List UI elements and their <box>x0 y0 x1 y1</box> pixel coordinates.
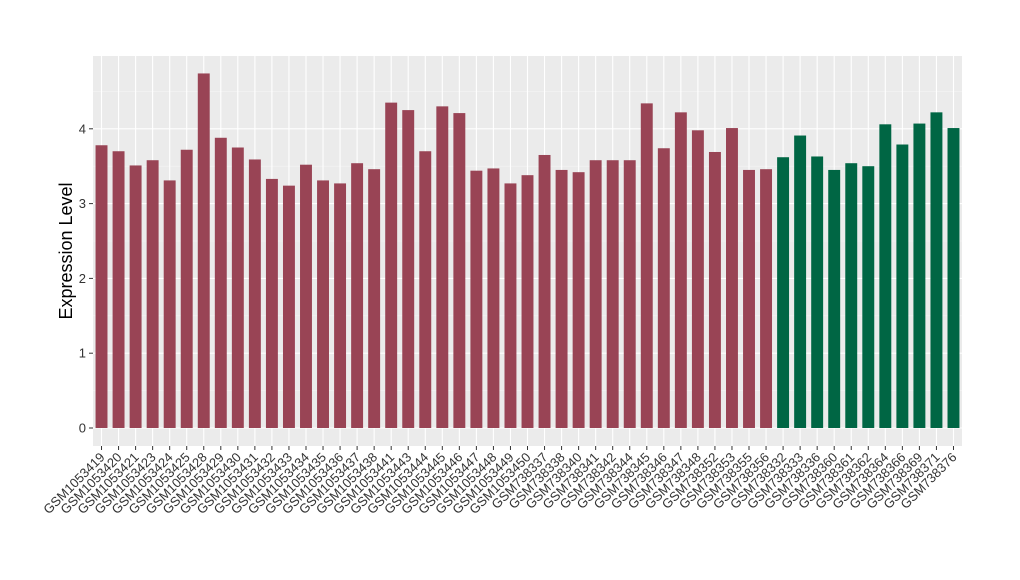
bar-GSM738333 <box>794 135 807 429</box>
bar-GSM1053424 <box>163 180 176 428</box>
bar-GSM738352 <box>708 151 721 428</box>
bar-GSM1053443 <box>402 110 415 428</box>
bar-GSM1053431 <box>248 159 261 428</box>
bar-GSM1053425 <box>180 149 193 428</box>
bar-GSM738356 <box>760 169 773 428</box>
bar-GSM738362 <box>862 166 875 428</box>
bar-GSM738337 <box>538 154 551 429</box>
bar-GSM1053433 <box>282 185 295 428</box>
y-tick-label: 1 <box>79 346 86 361</box>
bar-GSM1053420 <box>112 151 125 429</box>
bar-GSM738336 <box>811 156 824 428</box>
bar-GSM738344 <box>623 160 636 428</box>
y-tick-label: 3 <box>79 196 86 211</box>
bar-GSM738347 <box>674 112 687 429</box>
bar-GSM1053444 <box>419 151 432 429</box>
bar-GSM738371 <box>930 112 943 429</box>
bar-GSM1053430 <box>231 147 244 428</box>
bar-GSM1053450 <box>521 175 534 428</box>
bar-GSM1053447 <box>470 170 483 429</box>
bar-GSM1053445 <box>436 106 449 429</box>
y-axis-title: Expression Level <box>56 182 76 319</box>
bar-GSM1053436 <box>334 183 347 428</box>
bar-GSM1053434 <box>300 164 312 429</box>
bar-GSM738364 <box>879 124 892 428</box>
y-axis: 0 1 2 3 4 <box>79 121 93 436</box>
bar-GSM1053435 <box>317 180 329 428</box>
bar-GSM738341 <box>589 160 602 428</box>
y-tick-label: 0 <box>79 421 86 436</box>
y-tick-label: 4 <box>79 121 86 136</box>
bars <box>95 73 960 429</box>
bar-GSM1053423 <box>146 160 159 428</box>
bar-GSM738332 <box>777 157 790 428</box>
bar-GSM738355 <box>743 169 755 428</box>
bar-GSM738346 <box>657 148 670 429</box>
bar-GSM738340 <box>572 172 585 428</box>
bar-GSM1053428 <box>197 73 210 428</box>
x-axis: GSM1053419GSM1053420GSM1053421GSM1053423… <box>40 446 960 517</box>
bar-GSM738353 <box>726 128 738 428</box>
bar-GSM1053448 <box>487 168 500 428</box>
y-tick-label: 2 <box>79 271 86 286</box>
bar-GSM1053437 <box>351 163 364 428</box>
bar-GSM738376 <box>947 128 960 428</box>
bar-GSM1053438 <box>368 169 381 428</box>
bar-GSM738361 <box>845 163 858 428</box>
bar-GSM738366 <box>896 144 909 428</box>
bar-GSM738345 <box>640 103 653 429</box>
bar-GSM738360 <box>828 169 841 428</box>
bar-GSM1053441 <box>385 102 398 429</box>
bar-GSM738338 <box>555 169 568 428</box>
bar-GSM1053446 <box>453 113 466 428</box>
bar-GSM1053449 <box>504 183 517 428</box>
bar-GSM738342 <box>606 160 619 428</box>
bar-GSM738369 <box>913 123 926 429</box>
bar-GSM738348 <box>691 130 704 428</box>
bar-GSM1053429 <box>214 137 227 428</box>
bar-GSM1053421 <box>129 165 142 428</box>
bar-GSM1053432 <box>265 178 278 428</box>
bar-GSM1053419 <box>95 145 108 429</box>
